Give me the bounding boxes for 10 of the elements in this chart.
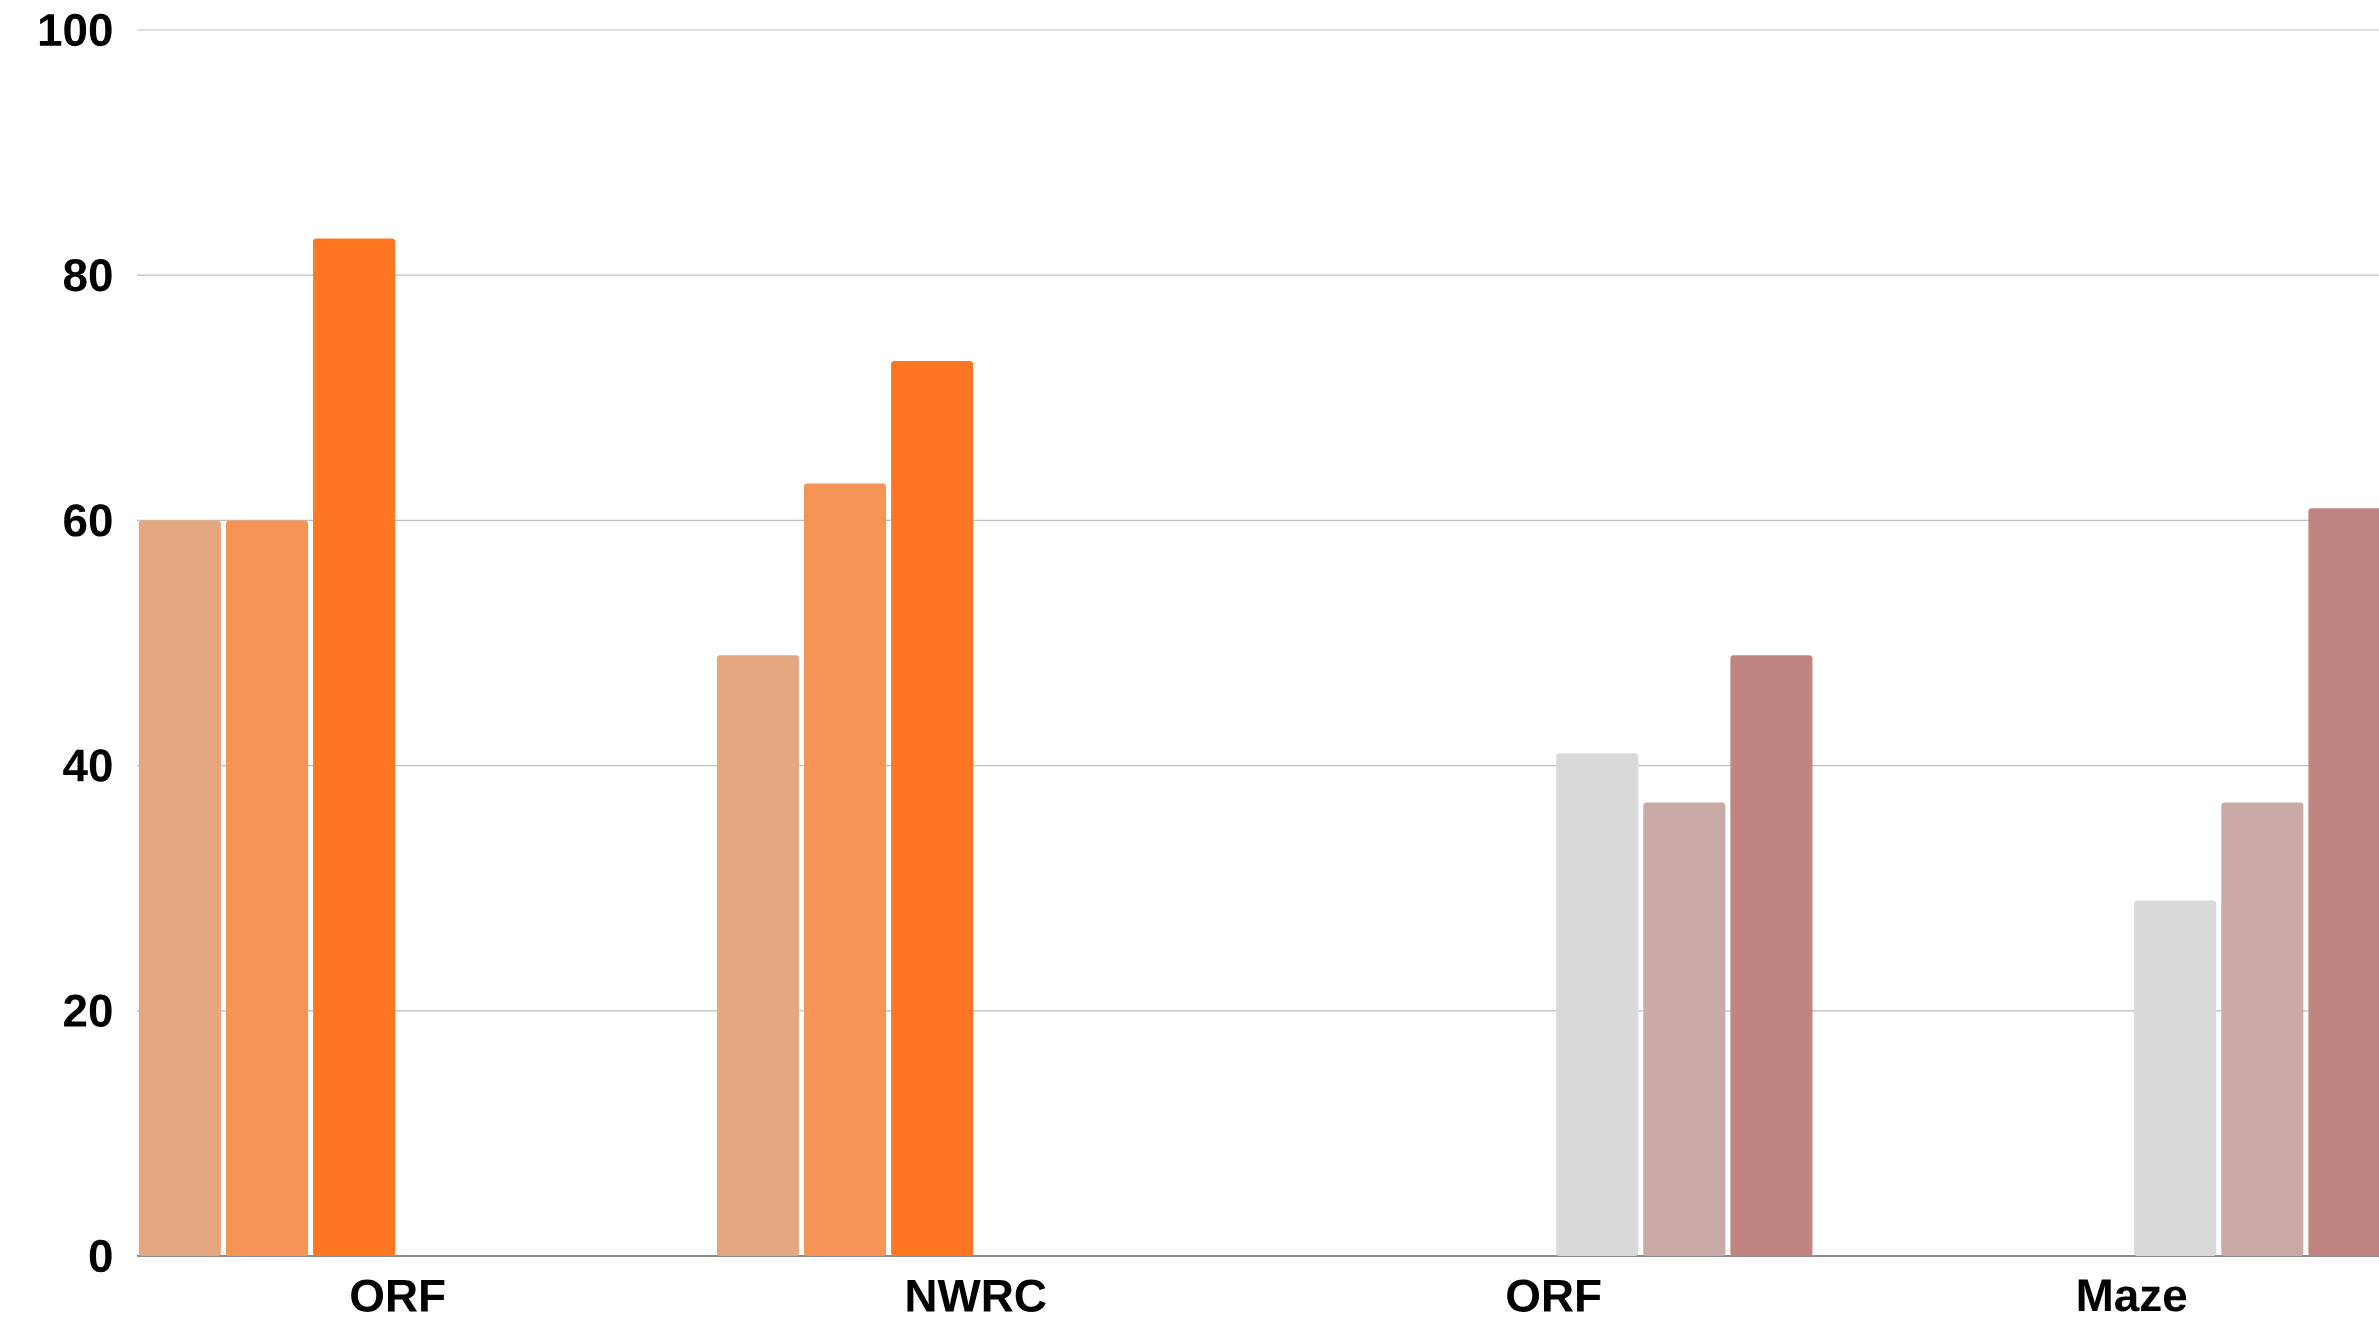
y-tick-label: 60 [64,504,112,537]
x-tick-label: ORF [351,1279,445,1312]
y-tick-label: 80 [63,258,112,292]
x-tick-label: Maze [2078,1279,2187,1312]
x-tick-label: ORF [1507,1279,1601,1312]
y-tick-label: 40 [63,749,112,782]
y-tick-label: 20 [64,994,112,1028]
y-tick-label: 100 [39,13,112,47]
y-tick-label: 0 [89,1239,112,1273]
x-tick-label: NWRC [907,1279,1046,1312]
